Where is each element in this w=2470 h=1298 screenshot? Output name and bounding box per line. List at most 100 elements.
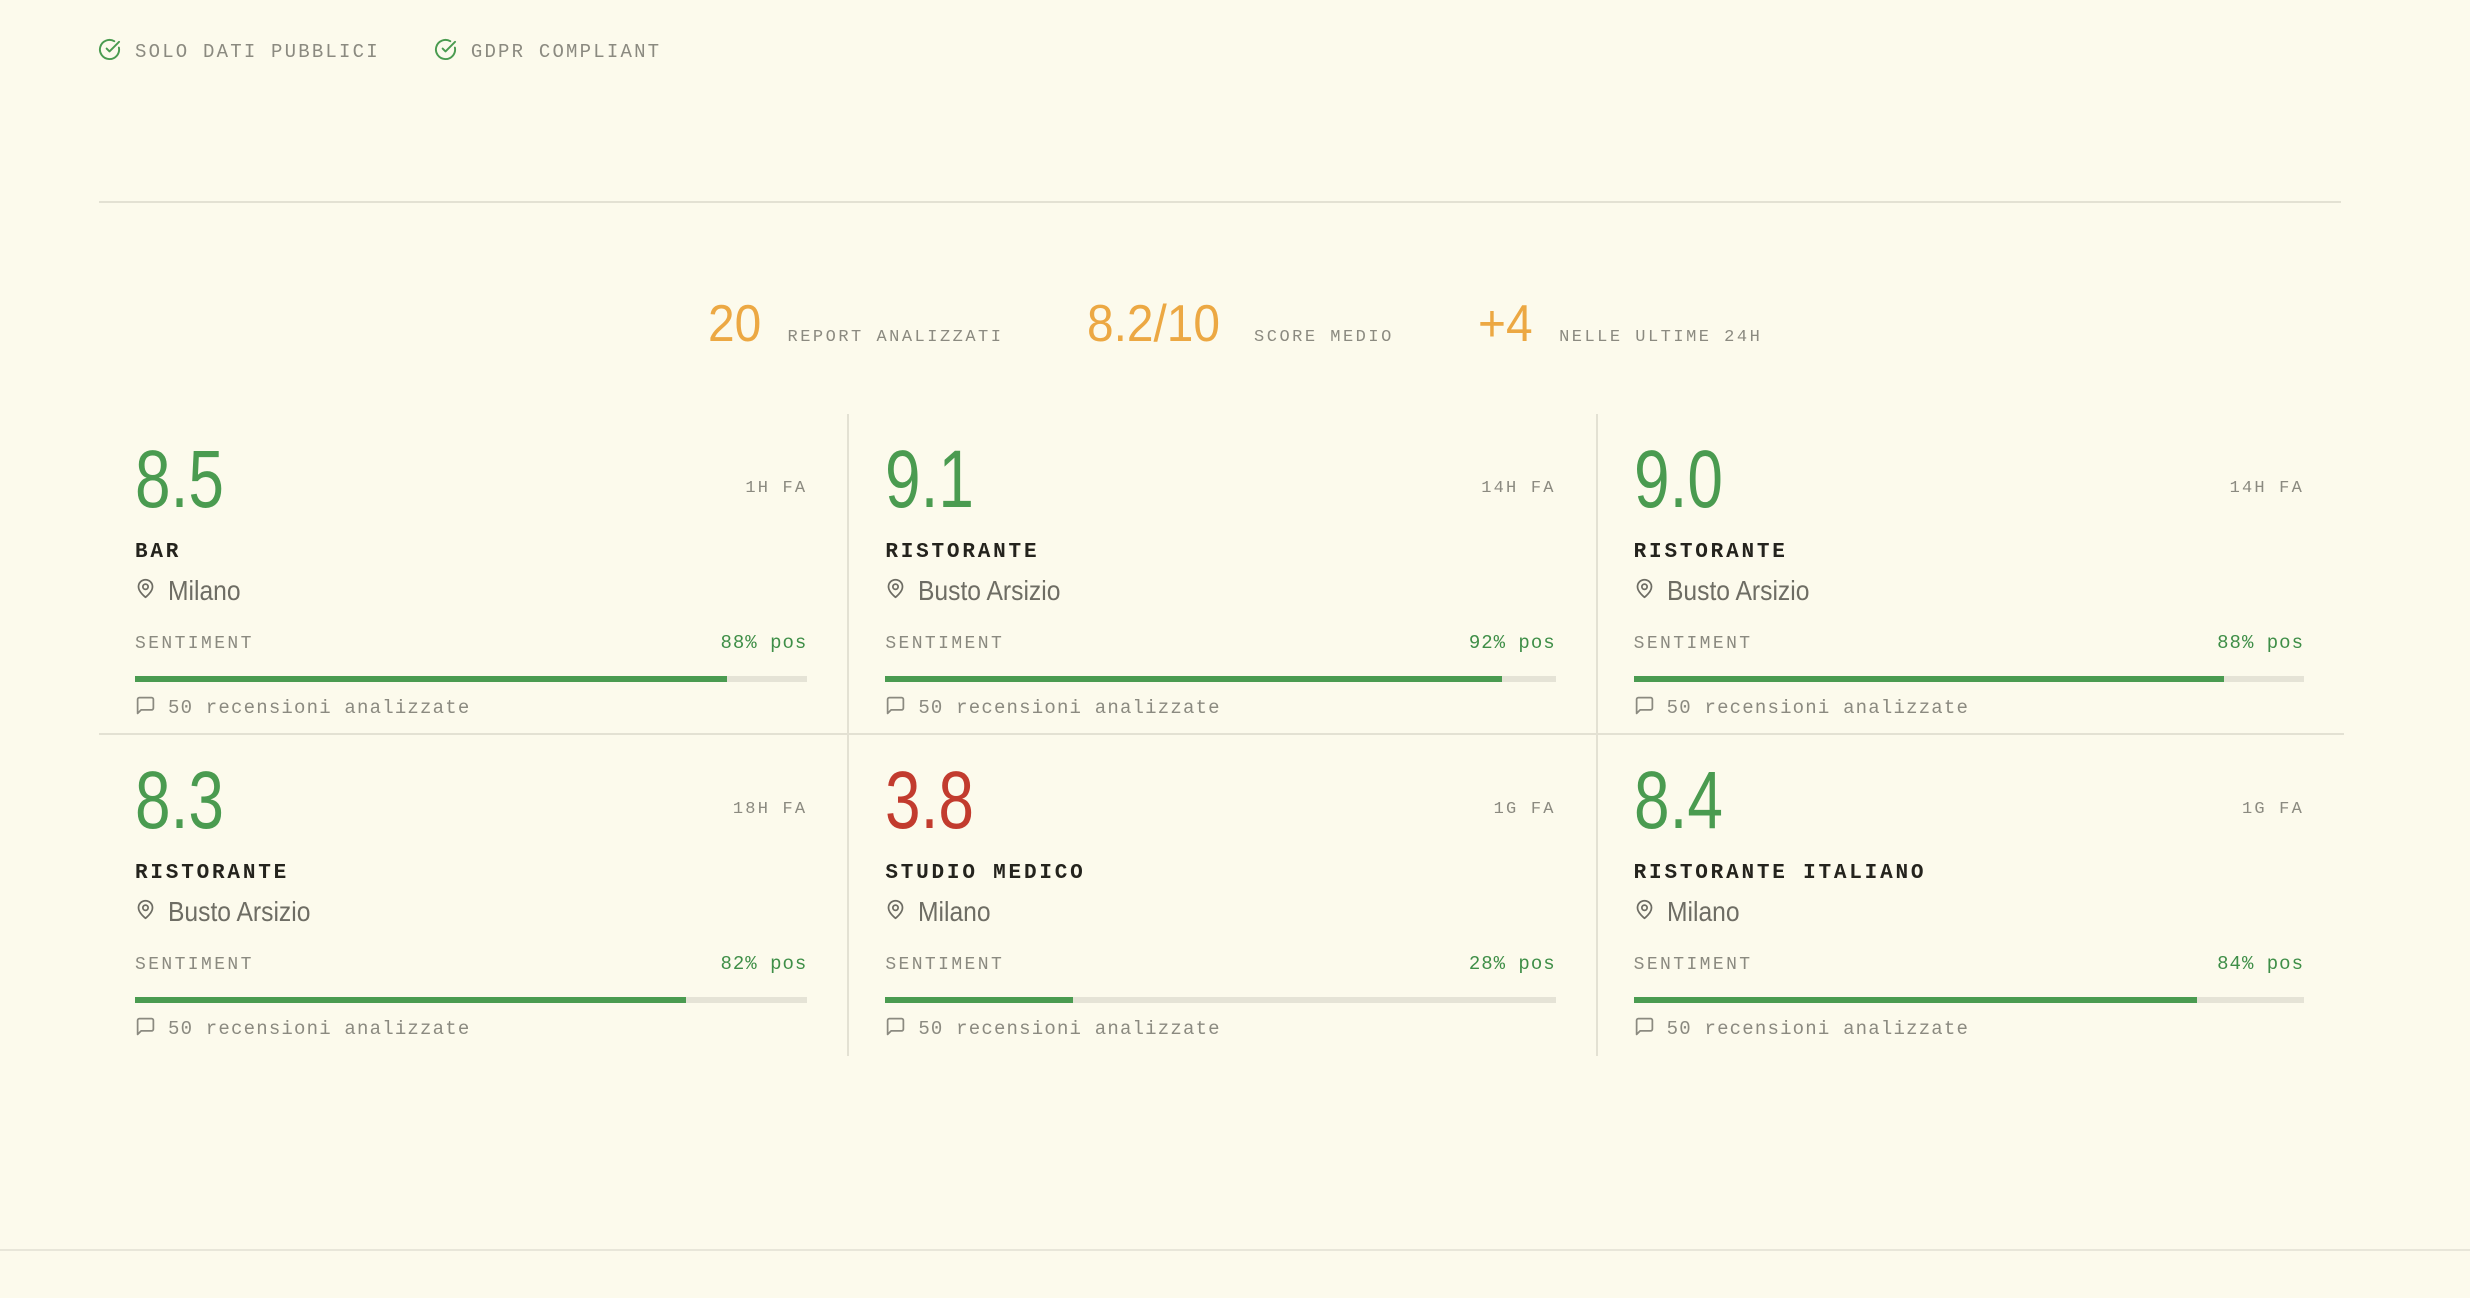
reviews-count-label: 50 recensioni analizzate [1666,1017,1970,1040]
summary-stats: 20 REPORT ANALIZZATI 8.2/10 SCORE MEDIO … [0,203,2470,350]
reviews-count-label: 50 recensioni analizzate [918,1017,1221,1040]
score: 8.5 [135,434,224,525]
score-row: 9.0 14H FA [1633,434,2304,525]
sentiment-label: SENTIMENT [135,954,254,975]
reviews-row: 50 recensioni analizzate [135,1016,807,1042]
sentiment-bar-fill [885,675,1503,682]
sentiment-row: SENTIMENT 88% pos [135,632,807,654]
reviews-count-label: 50 recensioni analizzate [918,696,1221,719]
badge-label: SOLO DATI PUBBLICI [135,41,380,63]
sentiment-row: SENTIMENT 92% pos [885,632,1555,654]
time-ago: 1G FA [1493,800,1556,819]
time-ago: 18H FA [732,800,808,819]
reviews-count-label: 50 recensioni analizzate [1666,696,1970,719]
city-label: Busto Arsizio [918,575,1061,606]
sentiment-percentage: 92% pos [1468,631,1556,654]
sentiment-bar [1633,996,2304,1003]
score-row: 8.5 1H FA [135,434,807,525]
stat-value: +4 [1477,295,1533,353]
sentiment-row: SENTIMENT 84% pos [1634,953,2304,975]
stat-label: SCORE MEDIO [1254,328,1394,347]
reviews-row: 50 recensioni analizzate [885,1016,1555,1042]
footer-divider [0,1249,2470,1251]
sentiment-bar-fill [135,996,687,1003]
map-pin-icon [885,578,906,604]
score: 9.1 [885,434,975,525]
sentiment-label: SENTIMENT [885,954,1005,975]
sentiment-bar [1633,675,2304,682]
reviews-row: 50 recensioni analizzate [1634,1016,2304,1042]
sentiment-percentage: 88% pos [2217,631,2304,654]
sentiment-bar [885,996,1556,1003]
sentiment-row: SENTIMENT 82% pos [135,953,807,975]
report-card[interactable]: 8.4 1G FA RISTORANTE ITALIANO Milano SEN… [1595,735,2344,1056]
category-label: RISTORANTE ITALIANO [1633,862,1927,885]
sentiment-label: SENTIMENT [1633,633,1753,654]
score-row: 3.8 1G FA [885,755,1556,846]
category-label: BAR [135,541,182,564]
stat-ultime-24h: +4 NELLE ULTIME 24H [1478,298,1763,350]
score: 9.0 [1633,434,1723,525]
location-row: Busto Arsizio [885,576,1555,606]
sentiment-row: SENTIMENT 88% pos [1634,632,2304,654]
city-label: Milano [1666,896,1740,927]
sentiment-percentage: 88% pos [720,631,808,654]
city-label: Busto Arsizio [168,896,311,927]
compliance-badges: SOLO DATI PUBBLICI GDPR COMPLIANT [98,0,2470,66]
map-pin-icon [135,899,156,925]
reviews-row: 50 recensioni analizzate [1634,695,2304,721]
sentiment-label: SENTIMENT [885,633,1005,654]
reviews-count-label: 50 recensioni analizzate [168,1017,471,1040]
sentiment-bar [135,675,808,682]
sentiment-bar-fill [1633,675,2224,682]
message-square-icon [1634,695,1655,721]
location-row: Milano [885,897,1555,927]
badge-label: GDPR COMPLIANT [470,41,662,63]
report-card[interactable]: 8.5 1H FA BAR Milano SENTIMENT 88% pos [99,414,848,735]
time-ago: 14H FA [1481,479,1556,498]
sentiment-percentage: 84% pos [2217,952,2304,975]
check-circle-icon [434,38,457,66]
sentiment-bar-fill [885,996,1074,1003]
category-label: STUDIO MEDICO [885,862,1086,885]
reports-grid: 8.5 1H FA BAR Milano SENTIMENT 88% pos [99,414,2344,1056]
sentiment-percentage: 82% pos [720,952,808,975]
score-row: 8.3 18H FA [135,755,808,846]
score-row: 9.1 14H FA [885,434,1556,525]
time-ago: 14H FA [2229,479,2304,498]
score: 3.8 [885,755,975,846]
location-row: Milano [135,576,807,606]
sentiment-bar-fill [1633,996,2197,1003]
category-label: RISTORANTE [885,541,1040,564]
city-label: Busto Arsizio [1666,575,1810,606]
time-ago: 1G FA [2241,800,2304,819]
location-row: Busto Arsizio [135,897,807,927]
report-card[interactable]: 3.8 1G FA STUDIO MEDICO Milano SENTIMENT… [847,735,1595,1056]
stat-label: REPORT ANALIZZATI [787,328,1004,347]
stat-score-medio: 8.2/10 SCORE MEDIO [1087,298,1393,350]
report-card[interactable]: 8.3 18H FA RISTORANTE Busto Arsizio SENT… [99,735,847,1056]
message-square-icon [1634,1016,1655,1042]
message-square-icon [885,695,906,721]
sentiment-bar [135,996,808,1003]
reviews-count-label: 50 recensioni analizzate [168,696,471,719]
score: 8.3 [135,755,224,846]
category-label: RISTORANTE [1633,541,1788,564]
message-square-icon [135,695,156,721]
report-card[interactable]: 9.0 14H FA RISTORANTE Busto Arsizio SENT… [1595,414,2344,735]
score: 8.4 [1633,755,1723,846]
message-square-icon [885,1016,906,1042]
map-pin-icon [1634,899,1655,925]
reviews-row: 50 recensioni analizzate [885,695,1555,721]
badge-solo-dati-pubblici: SOLO DATI PUBBLICI [98,38,380,66]
stat-value: 20 [707,295,761,353]
header-divider [99,201,2341,203]
sentiment-label: SENTIMENT [1633,954,1753,975]
location-row: Milano [1634,897,2304,927]
message-square-icon [135,1016,156,1042]
sentiment-percentage: 28% pos [1468,952,1556,975]
city-label: Milano [918,896,991,927]
sentiment-bar-fill [135,675,727,682]
report-card[interactable]: 9.1 14H FA RISTORANTE Busto Arsizio SENT… [847,414,1596,735]
badge-gdpr-compliant: GDPR COMPLIANT [434,38,661,66]
